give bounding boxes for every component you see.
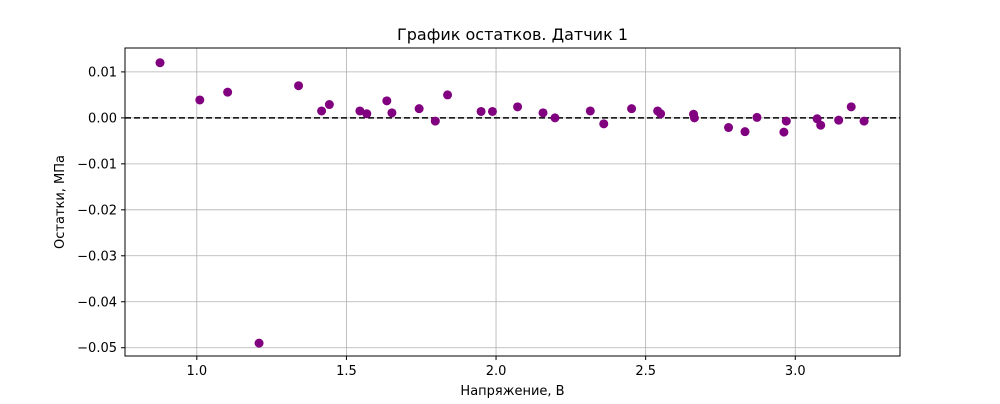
data-point [724, 123, 734, 133]
data-point [487, 106, 497, 116]
data-point [550, 113, 560, 123]
data-point [324, 100, 334, 110]
x-tick-label: 1.5 [336, 364, 357, 379]
data-point [443, 90, 453, 100]
data-point [382, 96, 392, 106]
data-point [627, 104, 637, 114]
x-tick-label: 1.0 [186, 364, 207, 379]
data-point [254, 338, 264, 348]
data-point [689, 113, 699, 123]
data-point [317, 106, 327, 116]
data-point [430, 116, 440, 126]
data-point [195, 95, 205, 105]
data-point [387, 108, 397, 118]
data-point [846, 102, 856, 112]
data-point [779, 127, 789, 137]
plot-frame [124, 47, 901, 357]
y-tick-label: −0.03 [77, 249, 117, 264]
y-tick-label: −0.04 [77, 295, 117, 310]
x-axis-label: Напряжение, В [460, 384, 564, 399]
data-point [414, 104, 424, 114]
data-points [155, 58, 869, 348]
data-point [155, 58, 165, 68]
data-point [816, 120, 826, 130]
x-tick-label: 3.0 [785, 364, 806, 379]
data-point [513, 102, 523, 112]
data-point [294, 81, 304, 91]
y-tick-label: −0.05 [77, 341, 117, 356]
data-point [538, 108, 548, 118]
x-tick-label: 2.0 [486, 364, 507, 379]
data-point [859, 116, 869, 126]
y-tick-label: −0.01 [77, 157, 117, 172]
data-point [362, 109, 372, 119]
data-point [585, 106, 595, 116]
data-point [740, 127, 750, 137]
data-point [476, 106, 486, 116]
data-point [656, 109, 666, 119]
data-point [781, 116, 791, 126]
data-point [355, 106, 365, 116]
chart-title: График остатков. Датчик 1 [397, 25, 628, 44]
y-axis-label: Остатки, МПа [53, 155, 68, 249]
x-tick-label: 2.5 [635, 364, 656, 379]
data-point [834, 115, 844, 125]
data-point [223, 87, 233, 97]
data-point [752, 112, 762, 122]
x-axis-ticks: 1.0 1.5 2.0 2.5 3.0 [186, 356, 806, 379]
y-tick-label: 0.00 [88, 111, 117, 126]
y-axis-ticks: 0.01 0.00 −0.01 −0.02 −0.03 −0.04 −0.05 [77, 65, 125, 356]
data-point [599, 119, 609, 129]
y-tick-label: −0.02 [77, 203, 117, 218]
y-tick-label: 0.01 [88, 65, 117, 80]
